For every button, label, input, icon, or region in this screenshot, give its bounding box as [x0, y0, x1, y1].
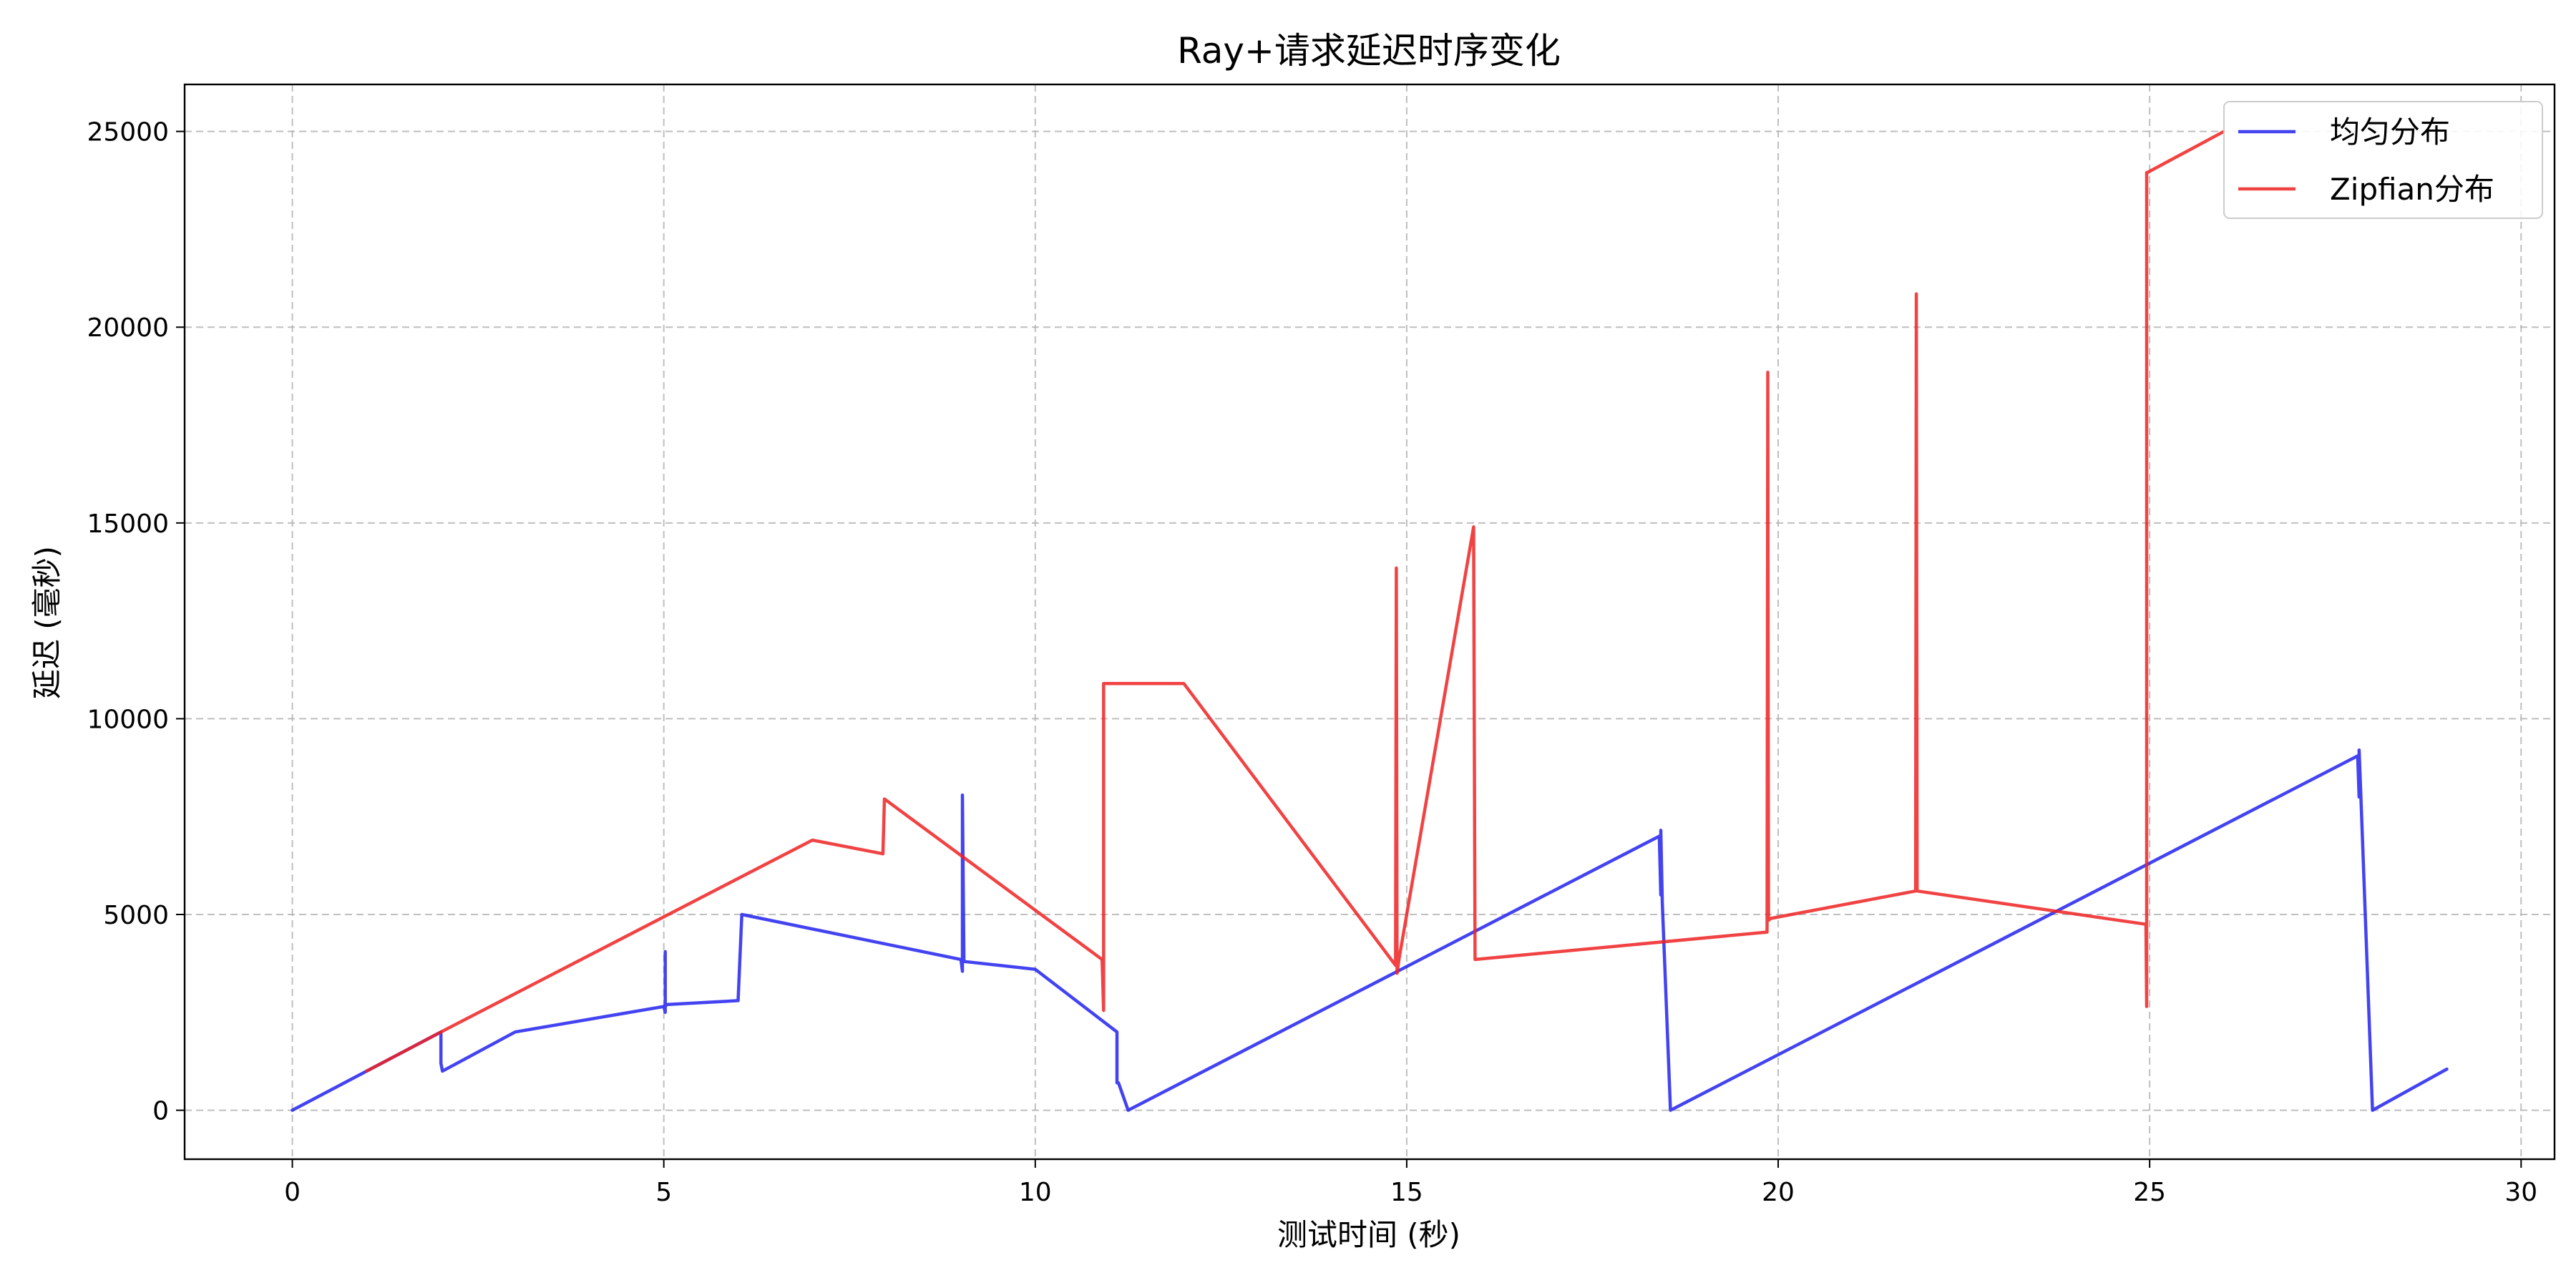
x-axis-label: 测试时间 (秒)	[1277, 1217, 1460, 1252]
y-tick-label: 10000	[87, 705, 169, 734]
legend-label-2: Zipfian分布	[2330, 172, 2494, 207]
legend: 均匀分布 Zipfian分布	[2223, 101, 2543, 219]
grid-lines	[185, 84, 2555, 1159]
plot-area-frame	[183, 83, 2556, 1161]
x-axis: 0 5 10 15 20 25 30	[284, 1159, 2537, 1207]
y-tick-label: 0	[152, 1097, 169, 1126]
x-tick-label: 15	[1390, 1178, 1423, 1207]
x-tick-label: 0	[284, 1178, 301, 1207]
x-tick-label: 5	[655, 1178, 672, 1207]
y-axis-label: 延迟 (毫秒)	[29, 546, 64, 699]
series-line-2	[365, 130, 2226, 1073]
x-tick-label: 30	[2504, 1178, 2537, 1207]
x-tick-label: 20	[1762, 1178, 1795, 1207]
x-tick-label: 25	[2133, 1178, 2166, 1207]
y-tick-label: 20000	[87, 313, 169, 343]
plot-series	[291, 130, 2449, 1112]
y-axis: 0 5000 10000 15000 20000 25000	[87, 118, 185, 1126]
y-tick-label: 25000	[87, 118, 169, 147]
legend-label-1: 均匀分布	[2330, 114, 2450, 150]
x-tick-label: 10	[1019, 1178, 1052, 1207]
y-tick-label: 15000	[87, 509, 169, 539]
chart-title: Ray+请求延迟时序变化	[1177, 30, 1561, 72]
y-tick-label: 5000	[103, 901, 169, 930]
series-line-1	[291, 748, 2449, 1112]
legend-box	[2223, 101, 2543, 219]
